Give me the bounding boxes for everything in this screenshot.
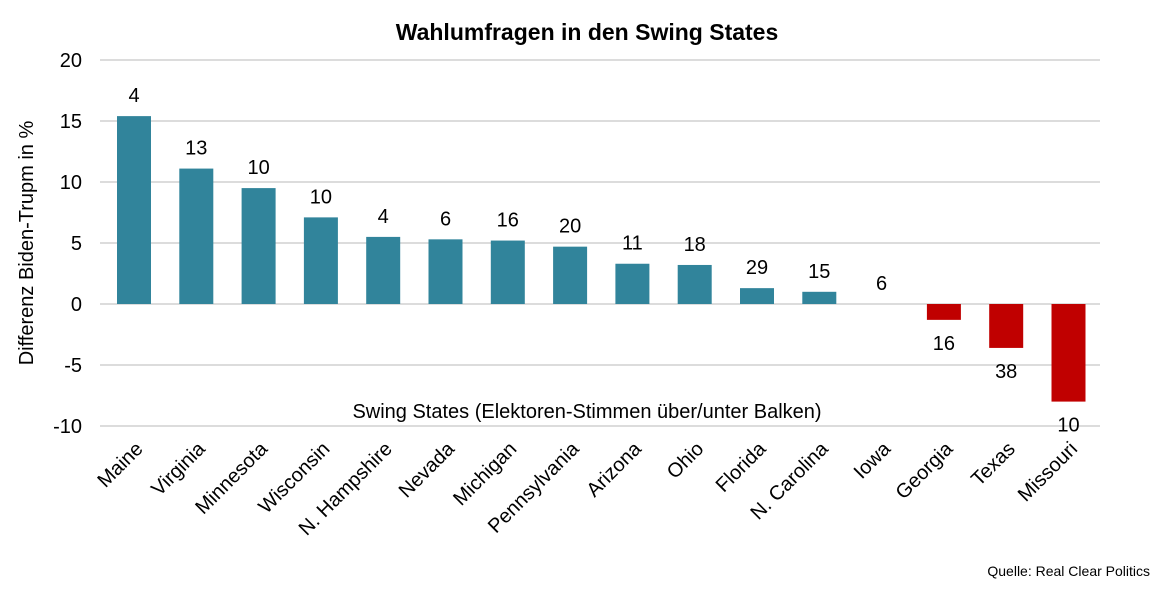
bar: [179, 168, 214, 304]
data-label: 15: [808, 261, 830, 283]
bar: [117, 116, 151, 305]
bar: [553, 246, 588, 304]
data-label: 11: [622, 233, 643, 255]
y-tick-label: 5: [71, 233, 82, 255]
bar: [615, 263, 650, 304]
y-tick-label: 20: [60, 50, 82, 72]
data-label: 10: [247, 157, 269, 179]
x-tick-label: Texas: [967, 438, 1020, 491]
data-label: 10: [310, 186, 332, 208]
bar: [989, 304, 1024, 348]
y-tick-label: -5: [64, 355, 82, 377]
bar: [490, 240, 525, 304]
bar: [1051, 304, 1086, 402]
x-tick-label: Maine: [93, 438, 147, 492]
bar: [802, 291, 837, 304]
data-label: 18: [684, 234, 706, 256]
bar: [303, 217, 338, 304]
bar: [926, 304, 961, 320]
x-tick-label: Florida: [712, 437, 771, 496]
data-label: 16: [933, 333, 955, 355]
y-tick-label: 10: [60, 172, 82, 194]
data-label: 20: [559, 216, 581, 238]
data-label: 4: [378, 206, 389, 228]
chart-title: Wahlumfragen in den Swing States: [396, 19, 779, 45]
x-tick-label: Georgia: [892, 437, 958, 503]
data-label: 13: [185, 138, 207, 160]
data-label: 29: [746, 257, 768, 279]
x-tick-label: Arizona: [582, 437, 646, 501]
x-tick-label: Ohio: [663, 438, 708, 483]
data-label: 16: [497, 210, 519, 232]
data-label: 6: [876, 273, 887, 295]
x-tick-label: Virginia: [147, 437, 210, 500]
data-label: 10: [1057, 415, 1079, 437]
bar: [740, 288, 774, 304]
x-axis-label: Swing States (Elektoren-Stimmen über/unt…: [352, 401, 821, 423]
y-tick-label: -10: [53, 416, 82, 438]
x-tick-label: Missouri: [1014, 438, 1082, 506]
y-tick-label: 0: [71, 294, 82, 316]
bar: [241, 188, 276, 304]
source-note: Quelle: Real Clear Politics: [987, 563, 1150, 579]
y-tick-label: 15: [60, 111, 82, 133]
x-tick-label: Iowa: [850, 437, 896, 483]
y-axis-label: Differenz Biden-Trupm in %: [16, 121, 38, 366]
bar: [677, 264, 712, 304]
data-label: 4: [128, 85, 139, 107]
data-label: 38: [995, 361, 1017, 383]
data-label: 6: [440, 208, 451, 230]
bar: [366, 236, 401, 304]
bar: [428, 239, 463, 304]
